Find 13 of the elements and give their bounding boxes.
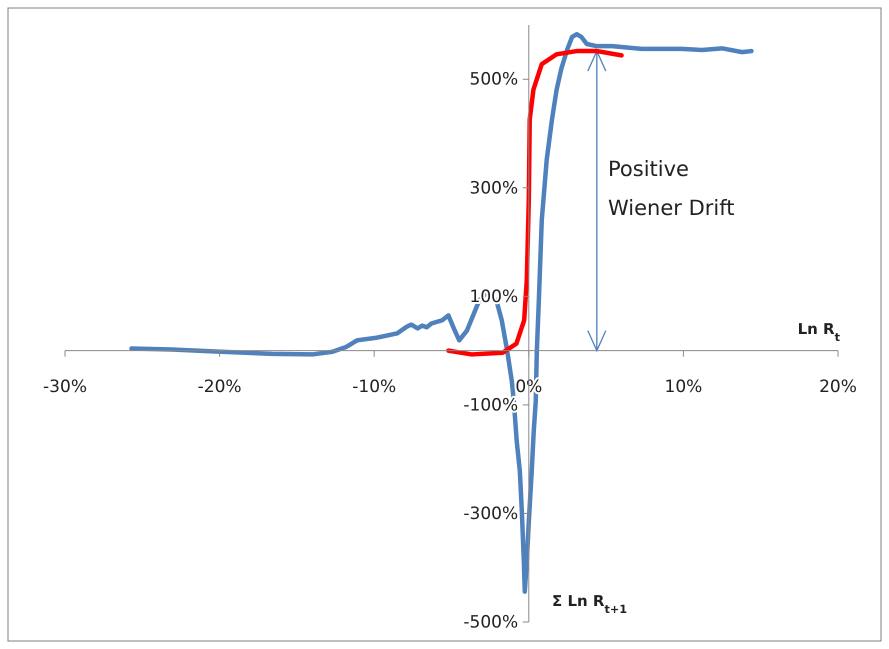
line-series xyxy=(129,32,754,594)
x-tick-label: -10% xyxy=(352,376,396,397)
y-axis-title: Σ Ln R$_{t+1}$ xyxy=(552,592,628,616)
x-tick-label: -30% xyxy=(43,376,87,397)
y-tick-label: 500% xyxy=(469,70,518,90)
x-axis-title: Ln R$_{t}$ xyxy=(798,320,841,344)
y-tick-label: 300% xyxy=(469,178,518,198)
annotation: Positive Wiener Drift xyxy=(608,157,734,220)
y-tick-label: -500% xyxy=(463,612,518,632)
x-tick-label: -20% xyxy=(198,376,242,397)
x-tick-label: 10% xyxy=(664,376,702,397)
x-tick-label: 20% xyxy=(819,376,857,397)
y-tick-label: -300% xyxy=(463,504,518,524)
